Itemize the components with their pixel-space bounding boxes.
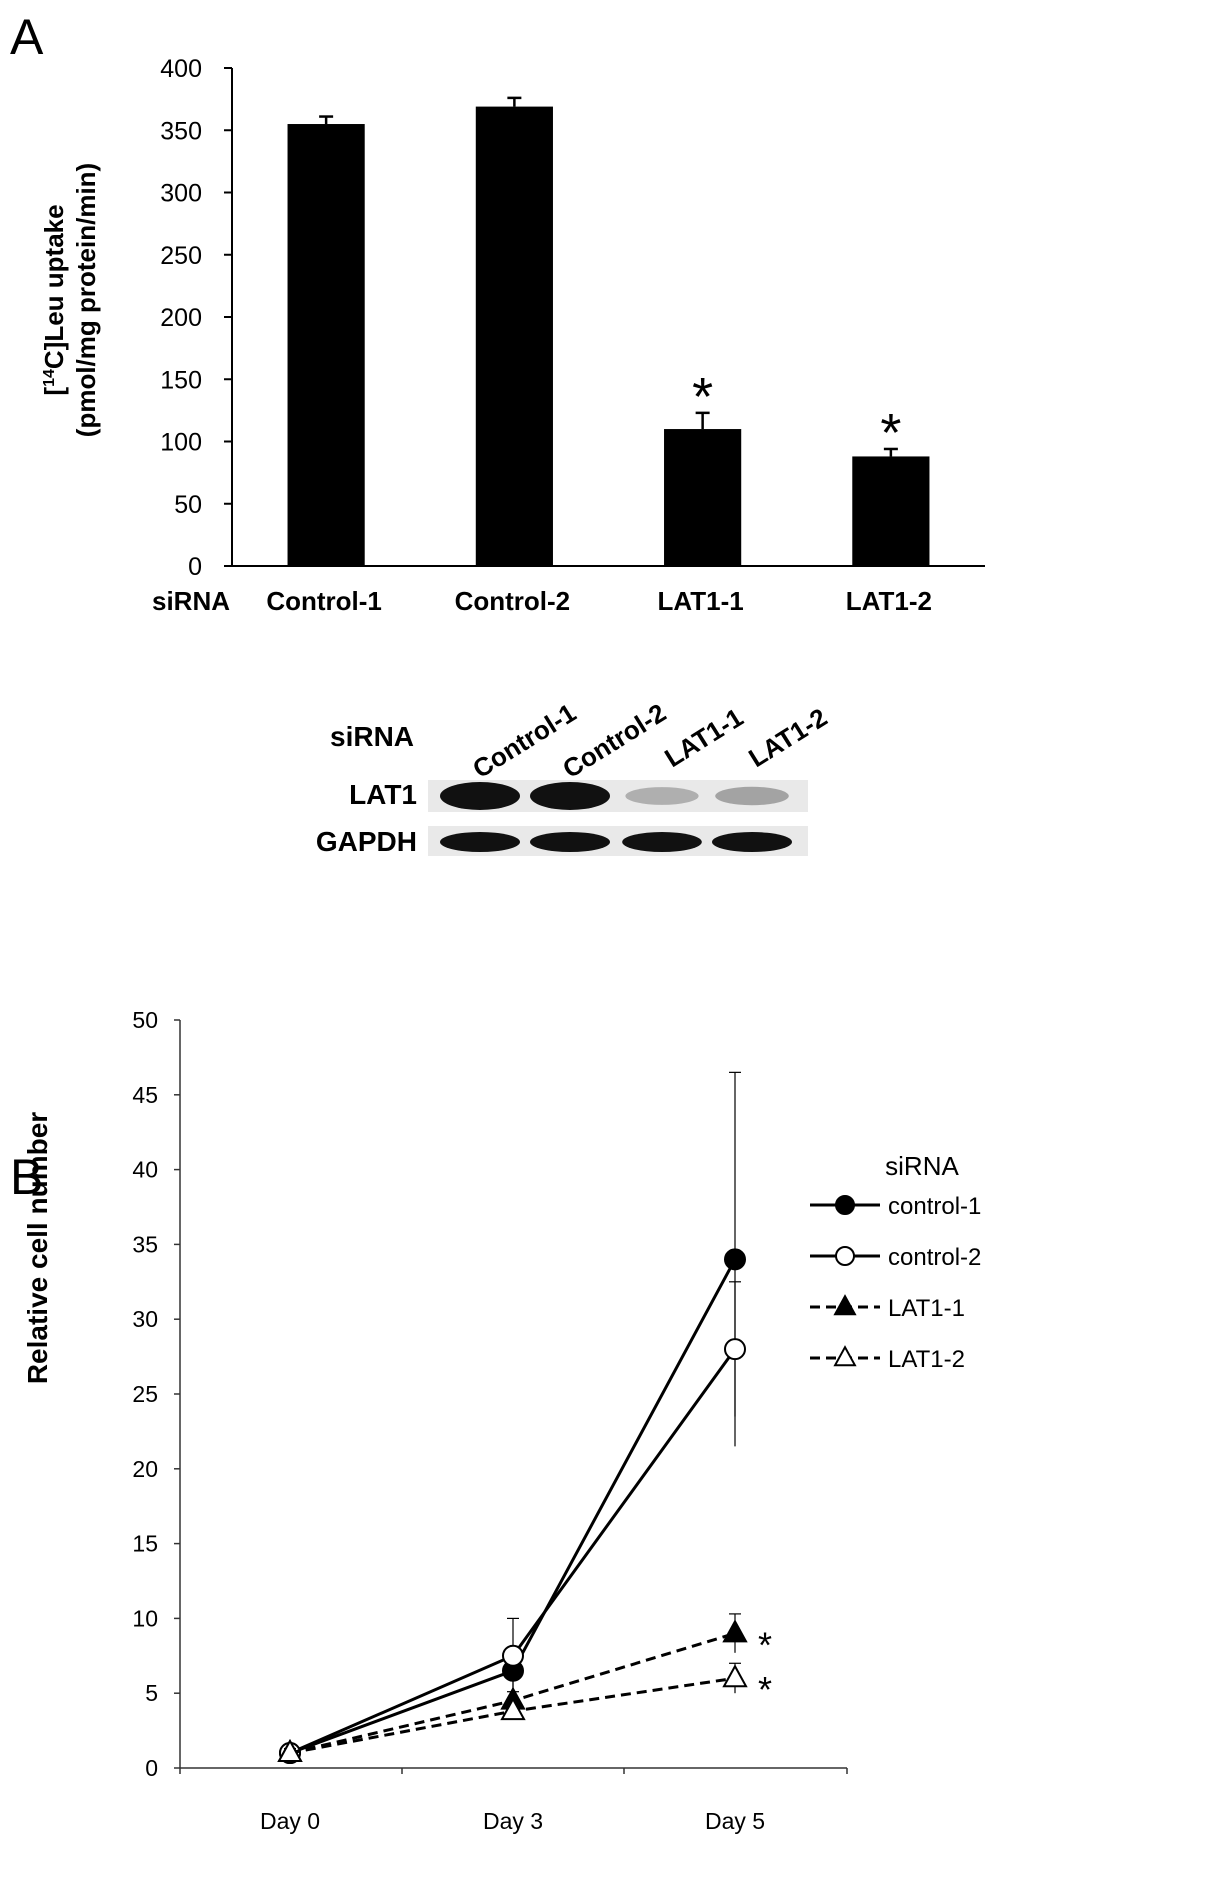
bar-chart-y-tick-label: 250 [160,242,202,270]
bar [852,456,930,566]
blot-band [622,832,702,852]
line-chart-y-tick-label: 45 [132,1082,158,1108]
bar-chart-ylabel-line2: (pmol/mg protein/min) [71,163,101,437]
bar-chart-y-tick-label: 350 [160,117,202,145]
blot-band [440,782,520,810]
line-chart-y-tick-label: 30 [132,1306,158,1332]
bar-significance-marker: * [692,367,713,427]
panel-b-label: B [10,1149,43,1205]
line-chart-y-tick-label: 20 [132,1456,158,1482]
ylabel-prefix: [ [39,387,69,396]
line-chart-y-tick-label: 15 [132,1531,158,1557]
bar [664,429,742,566]
blot-band [440,832,520,852]
data-point-triangle [500,1697,526,1721]
legend-title: siRNA [885,1151,959,1181]
blot-row-label-lat1: LAT1 [349,779,417,810]
bar-chart-y-tick-label: 0 [188,553,202,581]
bar-chart-y-tick-label: 150 [160,366,202,394]
bar [475,106,553,566]
bar-chart-y-tick-label: 400 [160,55,202,83]
data-point-circle [835,1195,855,1215]
line-significance-marker: * [758,1624,772,1665]
bar-chart-leu-uptake: [14C]Leu uptake (pmol/mg protein/min) si… [39,55,985,616]
data-point-triangle [277,1738,303,1763]
line-chart-y-tick-label: 25 [132,1381,158,1407]
data-point-triangle [833,1294,857,1316]
line-chart-y-tick-label: 35 [132,1231,158,1257]
line-chart-cell-number: Relative cell number siRNA 0 5 10 15 20 25 30 3… [22,1007,981,1834]
blot-lane-label-2: Control-2 [557,697,671,784]
blot-band [530,782,610,810]
ylabel-superscript: 14 [41,369,58,387]
line-chart-x-tick-label: Day 3 [483,1808,543,1834]
data-point-circle [835,1246,855,1266]
data-point-circle [502,1644,524,1667]
line-chart-y-tick-label: 40 [132,1157,158,1183]
bar-chart-y-tick-label: 200 [160,304,202,332]
bar [287,124,365,567]
bar-chart-xlabel: siRNA [152,586,230,616]
blot-row-label-gapdh: GAPDH [316,826,417,857]
line-chart-y-tick-label: 5 [145,1680,158,1706]
line-chart-x-tick-label: Day 5 [705,1808,765,1834]
blot-lane-label-4: LAT1-2 [743,702,832,773]
blot-lane-label-3: LAT1-1 [659,702,748,773]
bar-category-label: LAT1-1 [658,586,744,616]
data-point-triangle [833,1345,857,1367]
legend-entry-label: LAT1-1 [888,1295,965,1322]
legend-entry-label: LAT1-2 [888,1346,965,1373]
western-blot: siRNA Control-1 Control-2 LAT1-1 LAT1-2 … [316,697,832,857]
bar-category-label: LAT1-2 [846,586,932,616]
bar-chart-ylabel-line1: [14C]Leu uptake [39,204,69,395]
legend-entry-label: control-2 [888,1244,981,1271]
line-chart-y-tick-label: 50 [132,1007,158,1033]
data-point-triangle [722,1619,748,1643]
legend-entry-label: control-1 [888,1193,981,1220]
line-chart-y-tick-label: 10 [132,1605,158,1631]
line-significance-marker: * [758,1669,772,1710]
bar-category-label: Control-1 [266,586,382,616]
data-point-circle [724,1248,746,1271]
bar-chart-y-tick-label: 50 [174,491,202,519]
bar-category-label: Control-2 [455,586,571,616]
data-point-triangle [722,1664,748,1688]
bar-significance-marker: * [880,403,901,463]
blot-band [530,832,610,852]
ylabel-suffix: C]Leu uptake [39,204,69,369]
line-chart-ylabel: Relative cell number [22,1112,53,1384]
data-point-circle [724,1338,746,1361]
bar-chart-y-tick-label: 300 [160,180,202,208]
panel-a-label: A [10,9,44,65]
blot-band [712,832,792,852]
line-chart-y-tick-label: 0 [145,1755,158,1781]
line-chart-x-tick-label: Day 0 [260,1808,320,1834]
blot-band [715,786,789,806]
blot-band [625,787,699,805]
bar-chart-y-tick-label: 100 [160,429,202,457]
blot-sirna-label: siRNA [330,721,414,752]
